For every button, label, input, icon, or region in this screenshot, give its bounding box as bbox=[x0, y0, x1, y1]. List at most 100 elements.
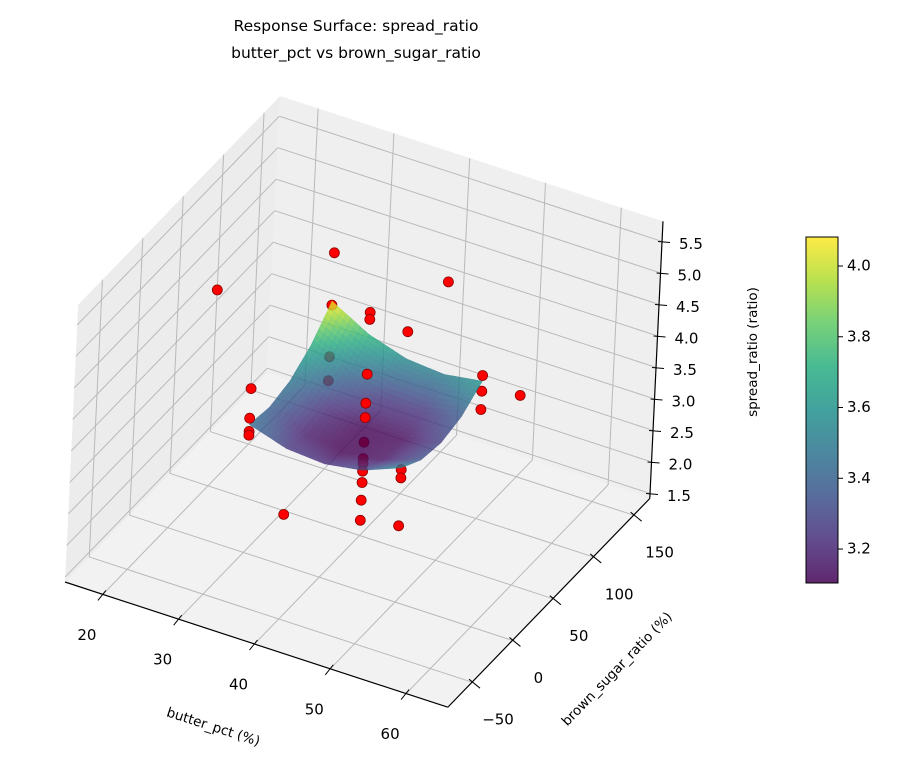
scatter-point bbox=[402, 326, 414, 338]
z-tick-mark bbox=[653, 335, 666, 338]
x-tick-mark bbox=[324, 664, 334, 676]
scatter-point bbox=[211, 284, 223, 296]
scatter-point bbox=[328, 247, 340, 259]
z-tick-label: 2.5 bbox=[670, 424, 694, 442]
y-tick-mark bbox=[549, 595, 562, 606]
y-tick-mark bbox=[468, 678, 481, 689]
response-surface bbox=[248, 300, 483, 471]
left-wall-gridline-z bbox=[66, 336, 270, 546]
left-wall-gridline-z bbox=[64, 367, 268, 578]
axis-lines bbox=[64, 221, 671, 708]
colorbar-tick-label: 3.4 bbox=[847, 469, 871, 487]
tick-labels: 20 30 40 50 60 −50 0 50 100 150 1.5 2.0 2.5 3.0 3.5 4.0… bbox=[77, 235, 703, 743]
floor-gridline-y bbox=[89, 556, 473, 683]
scatter-point bbox=[393, 520, 405, 532]
z-tick-mark bbox=[656, 272, 669, 275]
left-wall-gridline-z bbox=[69, 273, 273, 483]
y-tick-mark bbox=[630, 511, 642, 522]
z-tick-label: 4.5 bbox=[676, 298, 700, 316]
scatter-point bbox=[244, 412, 256, 424]
back-wall-gridline-x bbox=[607, 207, 622, 485]
left-wall-pane bbox=[65, 96, 281, 582]
z-tick-mark bbox=[651, 366, 665, 369]
scatter-point bbox=[475, 404, 487, 415]
back-wall-gridline-z bbox=[277, 147, 661, 274]
y-tick-label: −50 bbox=[482, 711, 514, 729]
floor-gridline-x bbox=[329, 459, 533, 670]
x-tick-label: 40 bbox=[229, 676, 248, 694]
x-tick-label: 30 bbox=[153, 651, 172, 669]
x-tick-mark bbox=[97, 590, 107, 601]
colorbar: 3.2 3.4 3.6 3.8 4.0 bbox=[805, 236, 871, 584]
z-tick-label: 5.5 bbox=[679, 235, 703, 253]
colorbar-tick-label: 4.0 bbox=[847, 257, 871, 275]
z-axis-label: spread_ratio (ratio) bbox=[745, 287, 761, 417]
scatter-point bbox=[361, 368, 373, 380]
left-wall-gridline-y bbox=[129, 237, 144, 516]
left-wall-gridline-z bbox=[73, 178, 277, 389]
back-wall-gridline-z bbox=[274, 210, 658, 337]
back-wall-gridline-z bbox=[279, 115, 663, 242]
colorbar-tick-label: 3.6 bbox=[847, 398, 871, 416]
x-tick-label: 20 bbox=[77, 626, 96, 644]
scatter-point bbox=[477, 370, 489, 381]
x-tick-label: 60 bbox=[381, 725, 400, 743]
scatter-point bbox=[364, 313, 376, 325]
left-wall-gridline-z bbox=[70, 241, 274, 452]
y-tick-mark bbox=[589, 553, 602, 564]
left-wall-gridline-y bbox=[169, 196, 184, 474]
colorbar-tick-label: 3.2 bbox=[847, 540, 871, 558]
x-tick-mark bbox=[400, 689, 410, 700]
left-wall-gridline-y bbox=[88, 279, 103, 557]
z-tick-mark bbox=[650, 398, 663, 401]
scatter-point bbox=[354, 514, 366, 526]
scatter-point bbox=[355, 494, 367, 506]
chart-title: Response Surface: spread_ratio bbox=[234, 17, 479, 36]
left-wall-gridline-z bbox=[72, 210, 276, 420]
z-tick-label: 5.0 bbox=[678, 266, 702, 284]
z-tick-mark bbox=[647, 461, 660, 464]
left-wall-gridline-y bbox=[250, 112, 265, 390]
colorbar-tick-label: 3.8 bbox=[847, 327, 871, 345]
surface-patch bbox=[396, 466, 404, 469]
back-wall-gridline-x bbox=[531, 182, 546, 461]
z-tick-label: 2.0 bbox=[669, 455, 693, 473]
y-tick-label: 50 bbox=[569, 627, 588, 645]
scatter-point bbox=[360, 397, 372, 409]
scatter-point bbox=[278, 509, 290, 520]
z-tick-mark bbox=[657, 240, 671, 243]
z-tick-mark bbox=[654, 303, 668, 306]
floor-gridline-y bbox=[210, 431, 594, 558]
x-tick-mark bbox=[249, 639, 258, 651]
floor-pane bbox=[65, 373, 650, 708]
x-tick-label: 50 bbox=[305, 700, 324, 718]
z-tick-label: 3.5 bbox=[673, 361, 697, 379]
y-tick-label: 150 bbox=[645, 544, 674, 562]
floor-gridline-x bbox=[254, 434, 457, 645]
left-wall-gridline-z bbox=[75, 147, 279, 357]
scatter-point bbox=[356, 477, 368, 488]
z-tick-label: 4.0 bbox=[675, 329, 699, 347]
x-axis-line bbox=[64, 581, 448, 708]
y-tick-label: 100 bbox=[605, 585, 634, 603]
scatter-point bbox=[395, 472, 407, 484]
floor-gridline-x bbox=[405, 484, 609, 694]
y-tick-label: 0 bbox=[534, 669, 544, 687]
y-tick-mark bbox=[509, 637, 521, 647]
left-wall-gridline-z bbox=[76, 115, 280, 326]
scatter-point bbox=[243, 429, 255, 441]
z-tick-label: 3.0 bbox=[672, 392, 696, 410]
back-wall-gridline-x bbox=[304, 108, 319, 386]
scatter-point bbox=[514, 389, 526, 401]
left-wall-gridline-z bbox=[67, 304, 271, 515]
scatter-point bbox=[245, 383, 257, 395]
chart-subtitle: butter_pct vs brown_sugar_ratio bbox=[231, 44, 481, 63]
scatter-point bbox=[476, 385, 488, 397]
z-tick-label: 1.5 bbox=[667, 487, 691, 505]
floor-gridline-y bbox=[169, 472, 553, 600]
z-tick-mark bbox=[645, 492, 659, 495]
floor-gridline-y bbox=[129, 514, 513, 641]
scatter-points-above-surface bbox=[211, 247, 526, 520]
back-wall-gridline-z bbox=[276, 178, 660, 305]
